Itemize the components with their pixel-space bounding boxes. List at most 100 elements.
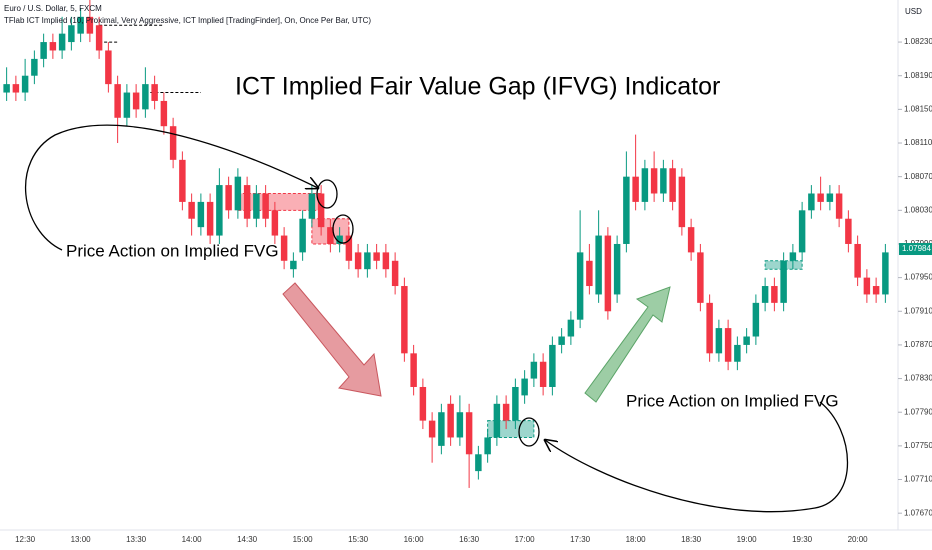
candle-body xyxy=(780,260,787,303)
candle-body xyxy=(271,210,279,236)
candle-body xyxy=(114,84,121,118)
candle-body xyxy=(68,25,75,43)
currency: USD xyxy=(905,7,922,16)
x-tick-label: 19:30 xyxy=(792,535,813,544)
candle-body xyxy=(641,168,649,202)
candle-body xyxy=(595,235,602,295)
candle-body xyxy=(826,193,834,202)
plot-area xyxy=(3,0,889,488)
candle-body xyxy=(438,412,445,446)
candle-body xyxy=(3,84,10,93)
candle-body xyxy=(706,302,713,354)
candle-body xyxy=(623,176,630,244)
candle-body xyxy=(743,336,750,345)
candle-body xyxy=(280,235,288,261)
candle-body xyxy=(863,277,871,295)
candle-body xyxy=(761,286,769,303)
chart-title: ICT Implied Fair Value Gap (IFVG) Indica… xyxy=(235,73,720,101)
candle-body xyxy=(58,33,66,51)
candle-body xyxy=(151,84,158,101)
candle-body xyxy=(835,193,843,219)
x-tick-label: 18:30 xyxy=(681,535,702,544)
candle-body xyxy=(40,42,47,59)
candle-body xyxy=(845,218,852,244)
y-tick-label: 1.07790 xyxy=(904,407,932,416)
candle-body xyxy=(12,84,20,93)
candle-body xyxy=(632,176,639,202)
candle-body xyxy=(206,201,214,236)
y-tick-label: 1.08190 xyxy=(904,71,932,80)
x-tick-label: 14:30 xyxy=(237,535,258,544)
candle-body xyxy=(539,361,547,387)
candle-body xyxy=(586,260,593,287)
candle-body xyxy=(234,176,242,211)
circle xyxy=(316,179,338,209)
y-tick-label: 1.08230 xyxy=(904,37,932,46)
candle-body xyxy=(105,50,112,85)
x-tick-label: 17:30 xyxy=(570,535,591,544)
candle-body xyxy=(336,235,343,244)
candle-body xyxy=(253,193,260,219)
y-tick-label: 1.08070 xyxy=(904,172,932,181)
indicator: TFlab ICT Implied (10, Proximal, Very Ag… xyxy=(4,16,371,25)
candle-body xyxy=(447,403,454,438)
y-tick-label: 1.07710 xyxy=(904,475,932,484)
candle-body xyxy=(49,42,57,51)
candle-body xyxy=(475,454,482,472)
candle-body xyxy=(169,126,177,160)
candle-body xyxy=(391,260,399,287)
candle-body xyxy=(290,260,297,270)
candle-body xyxy=(558,336,565,345)
candle-body xyxy=(410,353,417,387)
x-tick-label: 14:00 xyxy=(182,535,203,544)
candle-body xyxy=(724,328,732,362)
y-tick-label: 1.08030 xyxy=(904,205,932,214)
x-tick-label: 20:00 xyxy=(848,535,869,544)
candle-body xyxy=(771,286,778,303)
candle-body xyxy=(197,201,205,228)
candle-body xyxy=(798,210,806,253)
down-arrow xyxy=(282,282,382,397)
candle-body xyxy=(419,386,427,421)
annotation: Price Action on Implied FVG xyxy=(66,241,279,260)
y-tick-label: 1.07950 xyxy=(904,273,932,282)
candle-body xyxy=(650,168,658,194)
x-tick-label: 16:00 xyxy=(404,535,425,544)
y-tick-label: 1.08110 xyxy=(904,138,932,147)
candle-body xyxy=(567,319,575,337)
candle-body xyxy=(317,193,325,228)
circle xyxy=(518,417,540,447)
annotations xyxy=(24,124,848,513)
candle-body xyxy=(86,16,94,34)
candle-body xyxy=(465,412,473,455)
circle xyxy=(332,214,354,244)
candle-body xyxy=(327,227,334,244)
y-tick-label: 1.07670 xyxy=(904,508,932,517)
x-tick-label: 15:30 xyxy=(348,535,369,544)
candle-body xyxy=(299,218,306,253)
last-price-box xyxy=(899,243,932,256)
candle-body xyxy=(142,84,149,110)
candle-body xyxy=(687,227,695,253)
candle-body xyxy=(77,16,84,34)
up-arrow xyxy=(584,286,671,403)
candle-body xyxy=(21,75,29,93)
candle-body xyxy=(123,92,131,118)
candle-body xyxy=(493,403,501,438)
candle-body xyxy=(428,420,436,438)
candle-body xyxy=(576,252,584,320)
annotation: Price Action on Implied FVG xyxy=(626,391,839,410)
candle-body xyxy=(669,168,676,202)
x-tick-label: 13:00 xyxy=(71,535,92,544)
x-tick-label: 12:30 xyxy=(15,535,36,544)
x-tick-label: 16:30 xyxy=(459,535,480,544)
candle-body xyxy=(132,92,140,110)
x-tick-label: 19:00 xyxy=(737,535,758,544)
y-tick-label: 1.07830 xyxy=(904,374,932,383)
last-price-label: 1.07984 xyxy=(902,244,931,253)
x-tick-label: 15:00 xyxy=(293,535,314,544)
candle-body xyxy=(613,243,621,295)
candle-body xyxy=(502,403,510,421)
y-tick-label: 1.07870 xyxy=(904,340,932,349)
